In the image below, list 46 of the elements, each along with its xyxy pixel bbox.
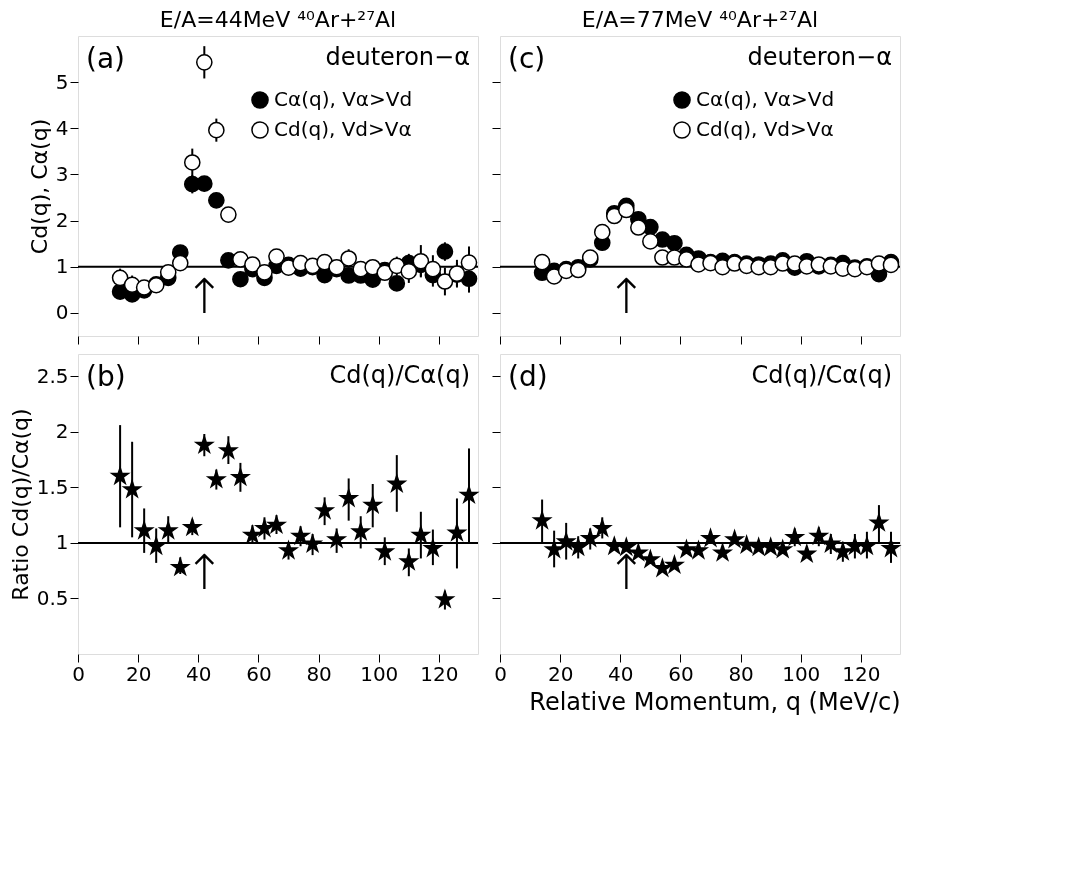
- y-tick-label: 1: [55, 254, 69, 279]
- x-tick-label: 80: [306, 661, 332, 686]
- y-tick-label: 2: [55, 208, 69, 233]
- x-tick-label: 40: [608, 661, 634, 686]
- annotation: deuteron−α: [325, 43, 470, 71]
- x-tick-label: 100: [360, 661, 399, 686]
- y-tick-label: 2: [55, 419, 69, 444]
- annotation: (a): [86, 42, 126, 75]
- y-tick-label: 4: [55, 115, 69, 140]
- annotation: Cd(q)/Cα(q): [751, 361, 892, 389]
- x-tick-label: 60: [668, 661, 694, 686]
- x-tick-label: 80: [728, 661, 754, 686]
- legend-label: Cα(q), Vα>Vd: [696, 87, 835, 111]
- x-tick-label: 120: [842, 661, 881, 686]
- y-axis-title: Ratio Cd(q)/Cα(q): [7, 408, 33, 601]
- annotation: ↑: [184, 267, 225, 324]
- legend-label: Cd(q), Vd>Vα: [696, 117, 834, 141]
- annotation: (c): [508, 42, 546, 75]
- x-tick-label: 100: [782, 661, 821, 686]
- x-tick-label: 60: [246, 661, 272, 686]
- y-tick-label: 0: [55, 300, 69, 325]
- legend-label: Cd(q), Vd>Vα: [274, 117, 412, 141]
- x-tick-label: 0: [494, 661, 507, 686]
- annotation: deuteron−α: [747, 43, 892, 71]
- annotation: ↑: [606, 543, 647, 600]
- x-tick-label: 0: [72, 661, 85, 686]
- annotation: ↑: [184, 543, 225, 600]
- y-tick-label: 0.5: [36, 585, 69, 610]
- y-tick-label: 1.5: [36, 474, 69, 499]
- annotation: Cd(q)/Cα(q): [329, 361, 470, 389]
- annotation: (b): [86, 360, 126, 393]
- y-tick-label: 3: [55, 161, 69, 186]
- legend-label: Cα(q), Vα>Vd: [274, 87, 413, 111]
- y-tick-label: 5: [55, 69, 69, 94]
- chart-title: E/A=44MeV ⁴⁰Ar+²⁷Al: [159, 7, 397, 32]
- chart-title: E/A=77MeV ⁴⁰Ar+²⁷Al: [581, 7, 819, 32]
- annotation: (d): [508, 360, 548, 393]
- y-axis-title: Cd(q), Cα(q): [26, 118, 52, 255]
- x-axis-title: Relative Momentum, q (MeV/c): [529, 687, 901, 716]
- x-tick-label: 40: [186, 661, 212, 686]
- x-tick-label: 120: [420, 661, 459, 686]
- x-tick-label: 20: [547, 661, 574, 686]
- annotation: ↑: [606, 267, 647, 324]
- y-tick-label: 2.5: [36, 363, 69, 388]
- y-tick-label: 1: [55, 530, 69, 555]
- x-tick-label: 20: [125, 661, 152, 686]
